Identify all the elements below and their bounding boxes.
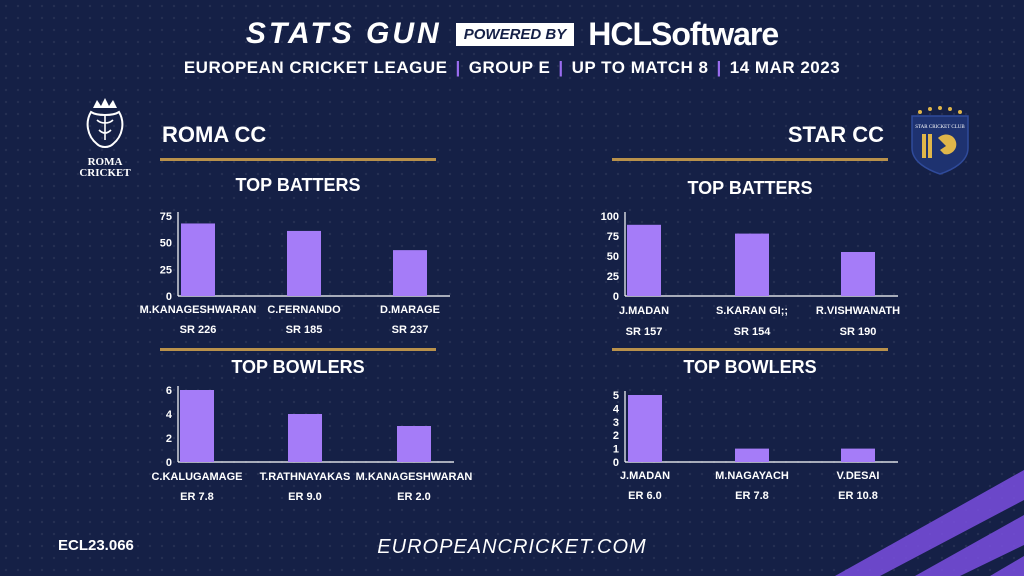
left-bowlers-title: TOP BOWLERS [231,357,365,377]
rate-label: SR 154 [734,326,772,338]
bar [397,426,431,462]
category-label: M.NAGAYACH [715,470,789,482]
separator: | [558,58,564,77]
separator: | [716,58,722,77]
bar [180,390,214,462]
right-bowlers-title: TOP BOWLERS [683,357,817,377]
category-label: M.KANAGESHWARAN [140,304,257,316]
y-tick-label: 0 [166,291,172,303]
y-tick-label: 25 [607,271,619,283]
y-tick-label: 0 [166,457,172,469]
y-tick-label: 4 [613,403,620,415]
y-tick-label: 0 [613,457,619,469]
category-label: C.FERNANDO [267,304,341,316]
bar [393,250,427,296]
sponsor-logo: HCLSoftware [588,15,779,52]
lion-crest-icon [86,98,124,148]
group-label: GROUP E [468,58,551,77]
y-tick-label: 2 [613,430,619,442]
subtitle: EUROPEAN CRICKET LEAGUE | GROUP E | UP T… [0,58,1024,78]
y-tick-label: 5 [613,390,619,402]
separator: | [455,58,461,77]
logo-text-roma: ROMA [87,156,123,168]
y-tick-label: 50 [607,251,619,263]
divider [160,158,436,161]
rate-label: SR 157 [626,326,663,338]
category-label: J.MADAN [620,470,670,482]
date-label: 14 MAR 2023 [729,58,841,77]
category-label: M.KANAGESHWARAN [356,471,473,483]
match-label: UP TO MATCH 8 [571,58,709,77]
rate-label: ER 7.8 [180,491,214,503]
bar [288,414,322,462]
logo-text-cricket: CRICKET [79,167,131,179]
divider [612,348,888,351]
rate-label: SR 190 [840,326,877,338]
y-tick-label: 1 [613,444,619,456]
league-name: EUROPEAN CRICKET LEAGUE [183,58,448,77]
bar [287,230,321,296]
category-label: S.KARAN GI;; [716,305,788,317]
bar [181,223,215,296]
bar [628,395,662,462]
rate-label: ER 10.8 [838,490,878,502]
category-label: C.KALUGAMAGE [151,471,242,483]
bar [735,448,769,462]
stats-gun-logo: STATS GUN [245,17,442,50]
roma-cricket-logo: ROMA CRICKET [70,96,140,179]
y-tick-label: 100 [601,211,619,223]
bar [841,448,875,462]
website-link[interactable]: EUROPEANCRICKET.COM [377,536,647,558]
category-label: T.RATHNAYAKAS [260,471,351,483]
right-batters-title: TOP BATTERS [687,178,813,198]
category-label: D.MARAGE [380,304,440,316]
bar [627,224,661,296]
y-tick-label: 6 [166,385,172,397]
rate-label: ER 7.8 [735,490,769,502]
y-tick-label: 50 [160,238,172,250]
left-team-name: ROMA CC [162,122,267,147]
rate-label: ER 2.0 [397,491,431,503]
left-batters-title: TOP BATTERS [235,175,361,195]
right-team-name: STAR CC [787,122,884,147]
category-label: R.VISHWANATH [816,305,900,317]
rate-label: ER 6.0 [628,490,662,502]
y-tick-label: 4 [166,409,173,421]
rate-label: ER 9.0 [288,491,322,503]
category-label: J.MADAN [619,305,669,317]
logo-text-star: STAR CRICKET CLUB [915,125,965,130]
y-tick-label: 0 [613,291,619,303]
powered-by-badge: POWERED BY [455,22,575,46]
bar [841,252,875,296]
rate-label: SR 237 [392,324,429,336]
y-tick-label: 75 [607,231,619,243]
category-label: V.DESAI [836,470,879,482]
y-tick-label: 25 [160,264,172,276]
star-shield-icon: STAR CRICKET CLUB [911,106,969,175]
star-cricket-club-logo: STAR CRICKET CLUB [908,104,972,181]
rate-label: SR 185 [286,324,323,336]
y-tick-label: 2 [166,433,172,445]
header: STATS GUN POWERED BY HCLSoftware EUROPEA… [0,14,1024,78]
divider [160,348,436,351]
rate-label: SR 226 [180,324,217,336]
footer-code: ECL23.066 [58,537,134,554]
divider [612,158,888,161]
y-tick-label: 3 [613,417,619,429]
y-tick-label: 75 [160,211,172,223]
bar [735,233,769,296]
